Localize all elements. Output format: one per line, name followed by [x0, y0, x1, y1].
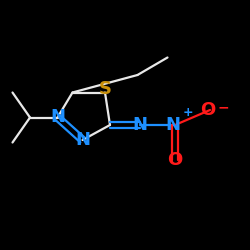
Text: S: S — [98, 80, 112, 98]
Text: N: N — [75, 131, 90, 149]
Text: +: + — [182, 106, 193, 119]
Text: O: O — [168, 151, 182, 169]
Text: N: N — [50, 108, 65, 126]
Text: N: N — [132, 116, 148, 134]
Text: O: O — [200, 101, 215, 119]
Text: N: N — [165, 116, 180, 134]
Text: −: − — [218, 100, 230, 114]
